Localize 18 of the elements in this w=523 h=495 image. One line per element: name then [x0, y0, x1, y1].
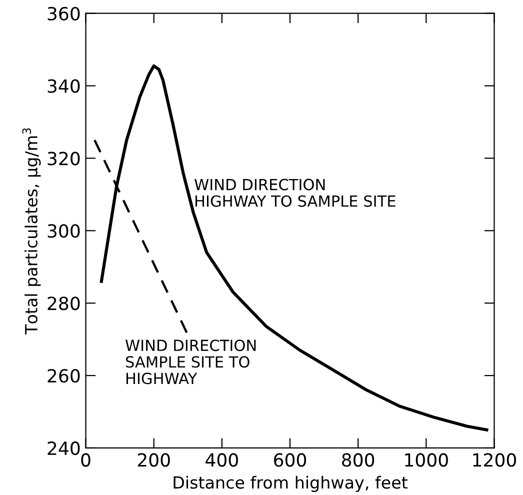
series-label: WIND DIRECTION SAMPLE SITE TO HIGHWAY [125, 340, 256, 384]
y-tick-label: 340 [48, 79, 80, 93]
y-tick-label: 260 [48, 369, 80, 383]
y-tick-label: 240 [48, 441, 80, 456]
x-tick-label: 200 [138, 453, 170, 467]
x-tick-label: 0 [81, 453, 90, 467]
x-tick-label: 600 [274, 453, 306, 467]
y-tick-label: 280 [48, 296, 80, 310]
x-tick-label: 1200 [473, 453, 516, 467]
y-tick-label: 300 [48, 224, 80, 238]
x-tick-label: 1000 [405, 453, 448, 467]
y-tick-label: 320 [48, 152, 80, 166]
series-label: WIND DIRECTION HIGHWAY TO SAMPLE SITE [194, 178, 396, 207]
x-tick-label: 800 [342, 453, 374, 467]
y-tick-label: 360 [48, 6, 80, 20]
x-axis-title: Distance from highway, feet [174, 476, 408, 492]
x-tick-label: 400 [206, 453, 238, 467]
y-axis-title: Total particulates, μg/m$^{3}$ [22, 128, 41, 335]
